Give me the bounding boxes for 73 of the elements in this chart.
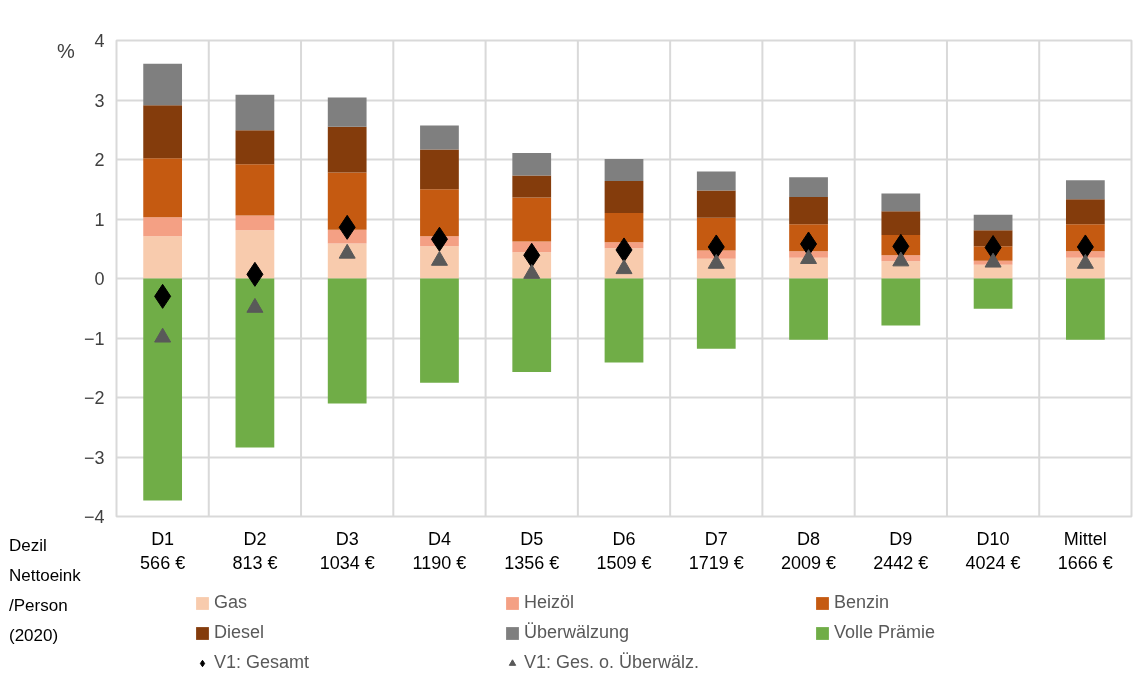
bar [696, 171, 736, 191]
bar [512, 278, 552, 372]
bar [143, 63, 183, 106]
bar [881, 278, 921, 326]
y-tick-label: 0 [94, 269, 105, 289]
bar [973, 278, 1013, 309]
legend-label: Diesel [214, 622, 266, 643]
x-tick-label: D1 566 € [140, 528, 186, 573]
bar [235, 215, 275, 231]
y-tick-label: −1 [83, 328, 105, 349]
y-tick-label: −3 [83, 447, 105, 468]
bar [512, 175, 552, 198]
x-tick-label: D10 4024 € [965, 528, 1021, 573]
bar [143, 236, 183, 279]
legend-label: V1: Ges. o. Überwälz. [524, 652, 701, 673]
bar [881, 211, 921, 236]
y-tick-label: 4 [94, 31, 105, 51]
y-tick-label: 3 [94, 90, 105, 111]
bar [327, 126, 367, 173]
x-tick-label: Mittel 1666 € [1057, 528, 1113, 573]
x-tick-label: D5 1356 € [504, 528, 560, 573]
y-tick-label: 1 [94, 209, 105, 230]
legend-label: Gas [214, 592, 248, 613]
bar [143, 158, 183, 218]
legend-label: Benzin [834, 592, 891, 613]
legend-label: Heizöl [524, 592, 576, 613]
x-tick-label: D7 1719 € [688, 528, 744, 573]
x-tick-label: D3 1034 € [319, 528, 375, 573]
bar [143, 278, 183, 501]
x-tick-label: D8 2009 € [781, 528, 837, 573]
x-tick-label: D2 813 € [232, 528, 278, 573]
bar [512, 197, 552, 242]
bar [327, 172, 367, 230]
y-tick-label: 2 [94, 150, 105, 170]
bar [604, 158, 644, 181]
bar [235, 278, 275, 448]
text: Dezil Nettoeink. /Person (2020) [9, 535, 86, 647]
legend-label: V1: Gesamt [214, 652, 311, 673]
bar [604, 278, 644, 363]
legend-label: Überwälzung [524, 622, 631, 643]
bar [327, 97, 367, 127]
y-axis-title: % [57, 39, 75, 64]
bar [420, 125, 459, 150]
bar [881, 193, 921, 212]
legend-label: Volle Prämie [834, 622, 937, 643]
x-tick-label: D4 1190 € [412, 528, 467, 573]
bar [1065, 180, 1105, 200]
bar [512, 152, 552, 176]
bar [604, 180, 644, 214]
bar [789, 196, 828, 225]
bar [696, 190, 736, 218]
bar [420, 189, 459, 237]
bar [235, 130, 275, 165]
x-tick-label: D6 1509 € [596, 528, 652, 573]
bar [143, 217, 183, 237]
y-tick-label: −2 [83, 388, 105, 408]
bar [143, 105, 183, 159]
bar [973, 214, 1013, 231]
bar [789, 177, 828, 197]
bar [1065, 199, 1105, 225]
bar [420, 149, 459, 190]
bar [235, 94, 275, 131]
bar [789, 278, 828, 340]
bar [235, 164, 275, 216]
bar [696, 278, 736, 349]
bar [420, 278, 459, 383]
bar [973, 264, 1013, 279]
x-tick-label: D9 2442 € [873, 528, 929, 573]
bar [235, 230, 275, 279]
bar [1065, 278, 1105, 340]
bar [604, 213, 644, 243]
y-tick-label: −4 [83, 507, 105, 527]
bar [327, 278, 367, 404]
